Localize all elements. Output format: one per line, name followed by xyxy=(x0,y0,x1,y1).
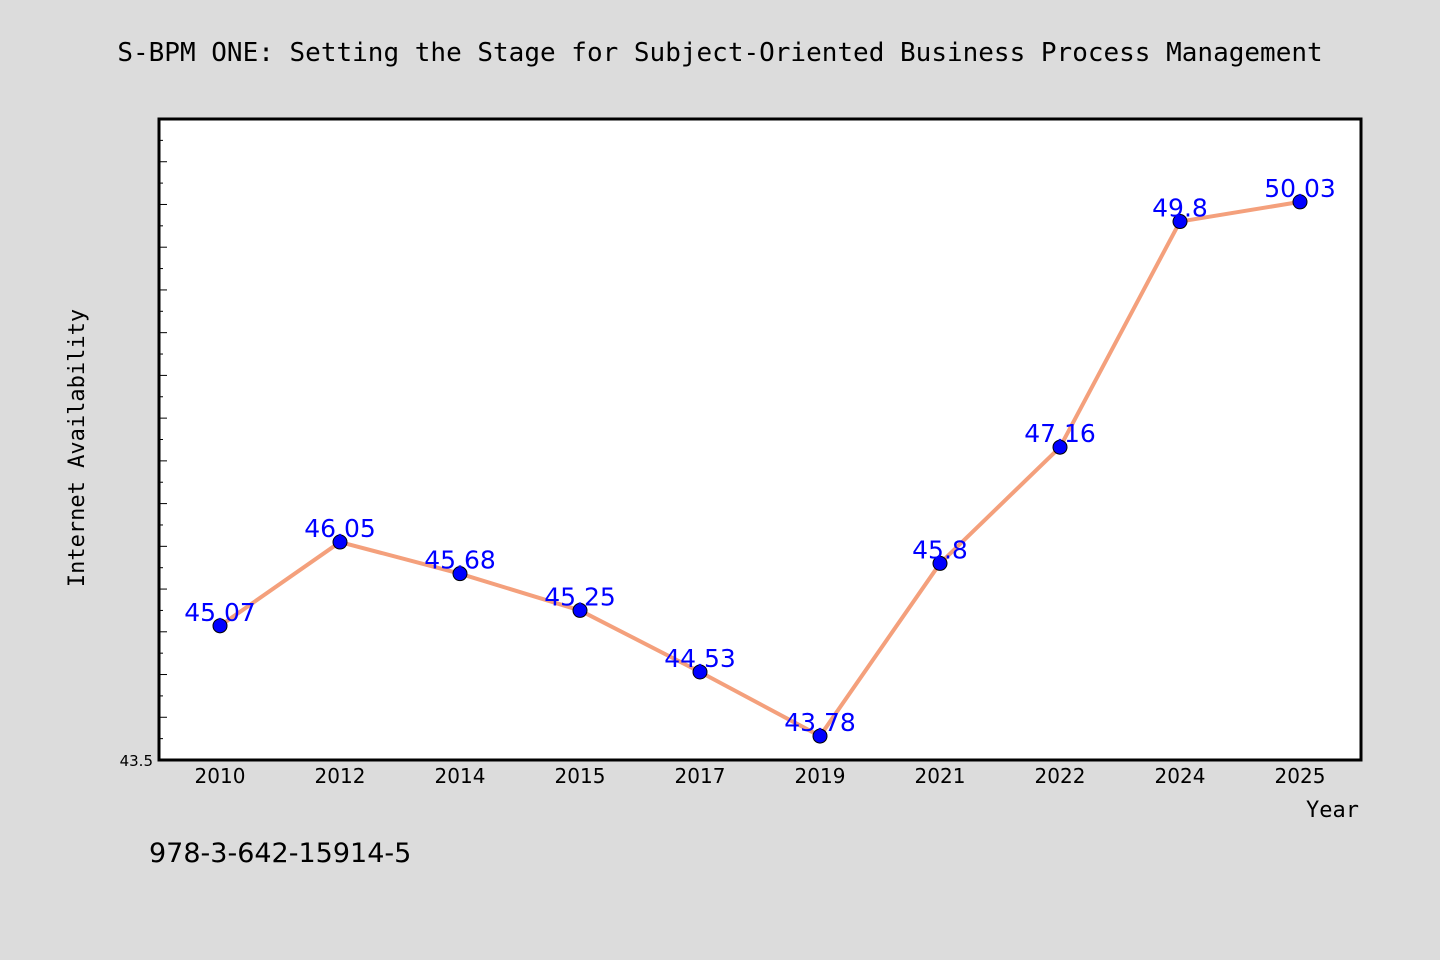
x-tick-label: 2014 xyxy=(435,764,486,788)
series-line-layer xyxy=(218,199,1302,739)
series-line xyxy=(218,199,1302,739)
data-point-marker xyxy=(452,566,468,582)
x-tick-label: 2012 xyxy=(315,764,366,788)
x-tick-label: 2021 xyxy=(915,764,966,788)
data-point-marker xyxy=(932,555,948,571)
data-point-marker xyxy=(332,534,348,550)
x-tick-label: 2015 xyxy=(555,764,606,788)
data-point-marker xyxy=(1172,214,1188,230)
data-label: 49.8 xyxy=(1152,194,1208,223)
x-tick-label: 2019 xyxy=(795,764,846,788)
data-point-marker xyxy=(1052,439,1068,455)
data-point-marker xyxy=(1292,194,1308,210)
data-label: 44.53 xyxy=(664,644,736,673)
isbn-footer: 978-3-642-15914-5 xyxy=(149,838,411,869)
x-axis-tick-labels: 2010 2012 2014 2015 2017 2019 2021 2022 2024 2025 xyxy=(195,764,1326,788)
data-point-marker xyxy=(212,618,228,634)
data-label: 46.05 xyxy=(304,514,376,543)
y-axis-label: Internet Availability xyxy=(65,309,90,587)
data-label: 45.8 xyxy=(912,535,968,564)
x-axis-label: Year xyxy=(1306,798,1359,823)
data-label: 43.78 xyxy=(784,708,856,737)
data-label: 45.25 xyxy=(544,582,616,611)
y-tick-label-min: 43.5 xyxy=(120,752,153,770)
data-label: 47.16 xyxy=(1024,419,1096,448)
series-markers xyxy=(212,194,1308,744)
data-label: 45.68 xyxy=(424,546,496,575)
x-tick-label: 2024 xyxy=(1155,764,1206,788)
data-labels: 45.07 46.05 45.68 45.25 44.53 43.78 45.8 47.16 4… xyxy=(184,174,1336,737)
data-point-marker xyxy=(692,664,708,680)
plot-frame xyxy=(157,117,1363,762)
data-point-marker xyxy=(572,602,588,618)
x-tick-label: 2025 xyxy=(1275,764,1326,788)
data-label: 50.03 xyxy=(1264,174,1336,203)
x-tick-label: 2010 xyxy=(195,764,246,788)
chart-title: S-BPM ONE: Setting the Stage for Subject… xyxy=(117,38,1322,68)
data-point-marker xyxy=(812,728,828,744)
plot-area xyxy=(159,119,1361,760)
x-tick-label: 2022 xyxy=(1035,764,1086,788)
x-tick-label: 2017 xyxy=(675,764,726,788)
data-label: 45.07 xyxy=(184,598,256,627)
